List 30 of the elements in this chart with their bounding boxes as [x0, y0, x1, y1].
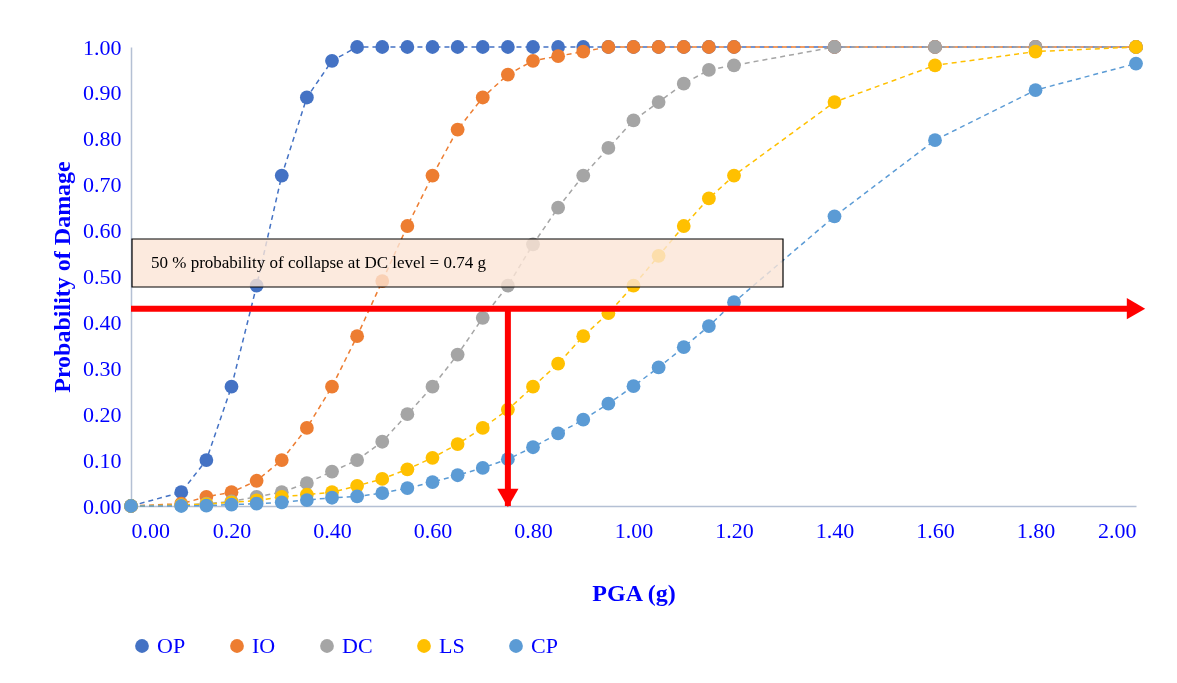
x-tick-label: 1.60 — [916, 517, 955, 543]
legend-label: CP — [531, 633, 558, 658]
y-tick-label: 0.10 — [83, 447, 122, 473]
x-tick-label: 0.00 — [131, 517, 170, 543]
legend-label: IO — [252, 633, 276, 658]
x-tick-label: 0.80 — [514, 517, 553, 543]
x-tick-label: 0.20 — [212, 517, 252, 543]
x-tick-label: 1.00 — [614, 517, 654, 543]
y-tick-label: 0.20 — [83, 401, 122, 427]
y-tick-label: 0.40 — [83, 309, 122, 335]
x-tick-label: 1.20 — [715, 517, 754, 543]
y-tick-label: 0.50 — [83, 264, 122, 289]
legend-label: LS — [439, 633, 465, 658]
legend-label: OP — [157, 633, 186, 658]
y-tick-label: 0.60 — [83, 218, 122, 244]
y-axis-title: Probability of Damage — [49, 160, 75, 393]
legend-label: DC — [342, 633, 373, 658]
annotation: 50 % probability of collapse at DC level = 0.74 g — [151, 253, 487, 272]
y-tick-label: 0.80 — [83, 126, 122, 152]
x-tick-label: 0.40 — [313, 517, 352, 543]
x-tick-label: 2.00 — [1098, 517, 1137, 543]
x-tick-label: 0.60 — [413, 517, 453, 543]
y-tick-label: 0.00 — [83, 493, 122, 519]
x-axis-title: PGA (g) — [592, 579, 676, 606]
x-tick-label: 1.80 — [1016, 517, 1056, 543]
y-tick-label: 0.30 — [83, 355, 122, 381]
y-tick-label: 1.00 — [83, 34, 122, 60]
y-tick-label: 0.70 — [83, 172, 122, 198]
y-tick-label: 0.90 — [83, 80, 122, 106]
x-tick-label: 1.40 — [815, 517, 855, 543]
